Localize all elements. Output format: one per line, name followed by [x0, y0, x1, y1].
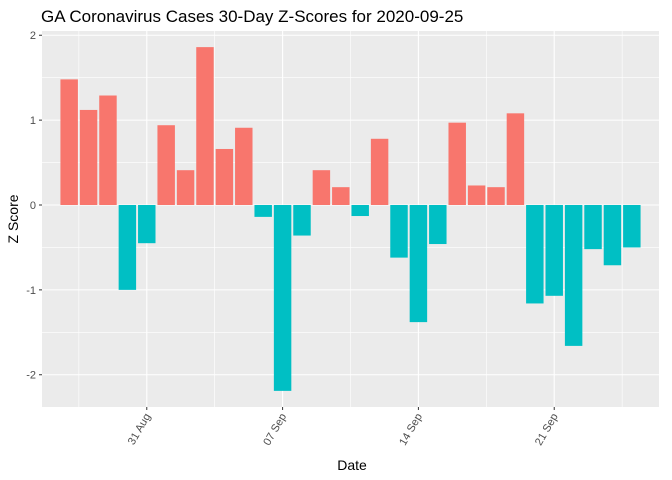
bar [157, 125, 175, 205]
bar [332, 187, 350, 205]
y-tick-label: 2 [30, 30, 36, 42]
bars [60, 47, 641, 391]
bar [370, 138, 389, 205]
bar [60, 79, 78, 205]
x-axis-title: Date [337, 457, 367, 473]
bar [448, 122, 466, 205]
bar [293, 204, 311, 236]
x-tick-label: 07 Sep [261, 412, 289, 448]
bar [118, 204, 137, 290]
bar [467, 185, 486, 205]
bar [312, 170, 331, 205]
bar [623, 204, 641, 248]
bar [409, 204, 428, 323]
bar [273, 204, 292, 391]
bar [603, 204, 622, 266]
bar [351, 204, 369, 217]
x-tick-label: 31 Aug [126, 412, 154, 448]
x-axis: 31 Aug 07 Sep 14 Sep 21 Sep [126, 407, 561, 448]
x-tick-label: 14 Sep [397, 412, 425, 448]
bar [176, 170, 195, 205]
bar [526, 204, 544, 304]
bar [564, 204, 583, 346]
y-tick-label: -1 [26, 285, 36, 297]
y-tick-label: 0 [30, 200, 36, 212]
bar [235, 127, 253, 205]
bar [390, 204, 408, 258]
bar [215, 148, 234, 205]
y-tick-label: 1 [30, 115, 36, 127]
bar [138, 204, 156, 244]
y-axis-title: Z Score [5, 194, 21, 243]
bar [429, 204, 447, 245]
bar [487, 187, 505, 205]
chart-title: GA Coronavirus Cases 30-Day Z-Scores for… [41, 7, 463, 26]
bar [99, 95, 117, 205]
bar [584, 204, 602, 250]
bar [506, 113, 525, 205]
bar [196, 47, 214, 205]
bar [79, 109, 98, 205]
x-tick-label: 21 Sep [533, 412, 561, 448]
y-tick-label: -2 [26, 370, 36, 382]
bar [545, 204, 563, 296]
bar [254, 204, 272, 217]
y-axis: -2 -1 0 1 2 [26, 30, 42, 382]
